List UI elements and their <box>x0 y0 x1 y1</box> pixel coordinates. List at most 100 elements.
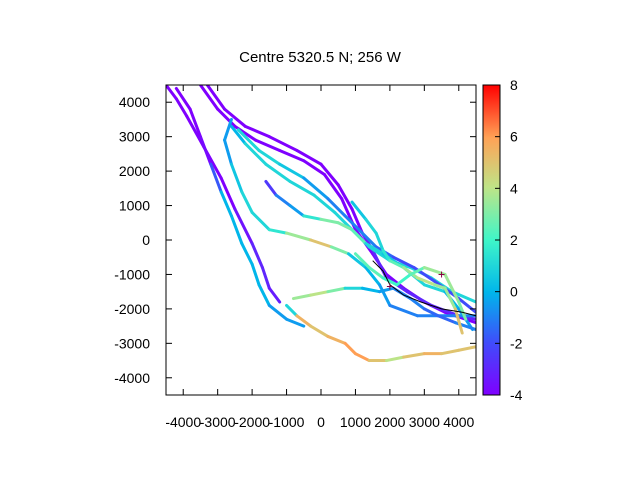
track-segment <box>198 85 220 111</box>
track-segment <box>223 117 233 142</box>
track-segment <box>453 307 464 335</box>
track-segment <box>302 159 326 177</box>
track-segment <box>422 307 440 318</box>
x-tick-label: 1000 <box>340 414 371 430</box>
track-segment <box>229 124 247 146</box>
y-tick-label: -2000 <box>114 301 150 317</box>
track-segment <box>326 197 347 218</box>
track-segment <box>374 231 385 252</box>
track-segment <box>223 138 233 166</box>
track-segment <box>288 204 306 218</box>
track-segment <box>388 259 406 270</box>
y-tick-label: 4000 <box>119 94 150 110</box>
track-segment <box>326 286 347 294</box>
track-segment <box>240 190 254 214</box>
track-segment <box>409 297 426 311</box>
track-segment <box>395 272 413 287</box>
track-10 <box>350 200 464 335</box>
track-segment <box>422 283 447 294</box>
track-7 <box>264 179 475 332</box>
track-segment <box>322 173 344 201</box>
track-segment <box>388 303 419 318</box>
track-segment <box>402 266 419 280</box>
track-segment <box>250 241 264 270</box>
track-segment <box>364 241 385 256</box>
track-segment <box>364 266 382 287</box>
colorbar-tick-label: 4 <box>510 180 518 196</box>
tracks-layer <box>166 85 476 363</box>
y-tick-label: -4000 <box>114 370 150 386</box>
colorbar-tick-label: 0 <box>510 284 518 300</box>
track-segment <box>174 86 192 111</box>
overlay-layer <box>372 260 476 317</box>
track-segment <box>243 142 268 166</box>
y-tick-label: -1000 <box>114 266 150 282</box>
track-segment <box>381 276 399 287</box>
track-segment <box>329 245 351 256</box>
track-segment <box>312 193 337 214</box>
y-tick-label: -3000 <box>114 335 150 351</box>
colorbar-tick-label: 6 <box>510 129 518 145</box>
track-segment <box>402 352 426 359</box>
track-segment <box>457 345 476 352</box>
x-tick-label: -1000 <box>269 414 305 430</box>
track-segment <box>415 276 437 287</box>
colorbar-tick-label: 2 <box>510 232 518 248</box>
track-segment <box>440 348 461 356</box>
colorbar-axis: -4 -2 0 2 4 6 8 <box>495 77 523 403</box>
track-segment <box>364 217 378 235</box>
position-marker <box>386 283 393 290</box>
track-segment <box>295 314 313 328</box>
reference-path <box>372 260 476 317</box>
track-segment <box>360 286 382 294</box>
y-tick-label: 0 <box>142 232 150 248</box>
track-segment <box>457 297 476 314</box>
track-segment <box>353 352 371 363</box>
track-segment <box>319 217 340 225</box>
track-segment <box>350 200 368 221</box>
track-segment <box>243 124 271 139</box>
track-segment <box>285 317 306 328</box>
track-segment <box>274 193 292 208</box>
colorbar-tick-label: -2 <box>510 335 523 351</box>
track-segment <box>357 228 378 249</box>
track-segment <box>257 148 282 166</box>
track-segment <box>174 97 189 118</box>
track-segment <box>433 283 447 290</box>
track-segment <box>353 252 371 270</box>
track-segment <box>378 286 395 294</box>
track-segment <box>457 300 468 321</box>
track-segment <box>260 266 271 290</box>
track-segment <box>267 135 299 152</box>
track-9 <box>285 303 476 363</box>
track-segment <box>291 293 313 301</box>
track-segment <box>267 286 282 304</box>
track-1 <box>174 86 306 328</box>
track-segment <box>205 85 227 111</box>
track-segment <box>209 162 223 194</box>
track-segment <box>319 162 340 187</box>
track-segment <box>188 107 202 139</box>
track-segment <box>350 228 368 245</box>
track-segment <box>391 255 416 270</box>
track-segment <box>240 241 254 266</box>
track-segment <box>219 190 233 218</box>
track-6 <box>223 117 476 318</box>
track-segment <box>223 107 247 128</box>
track-segment <box>229 214 244 245</box>
track-segment <box>250 210 271 232</box>
colorbar-tick-label: -4 <box>510 387 523 403</box>
colorbar-tick-label: 8 <box>510 77 518 93</box>
track-segment <box>216 107 237 128</box>
track-segment <box>367 266 385 280</box>
track-segment <box>198 135 213 166</box>
plot-area-border <box>165 84 477 396</box>
track-segment <box>257 283 271 307</box>
track-segment <box>309 290 330 297</box>
y-axis: -4000 -3000 -2000 -1000 0 1000 2000 3000 4000 <box>114 94 476 386</box>
track-segment <box>343 341 357 356</box>
track-segment <box>278 162 306 180</box>
track-segment <box>302 176 330 201</box>
track-segment <box>384 355 406 363</box>
